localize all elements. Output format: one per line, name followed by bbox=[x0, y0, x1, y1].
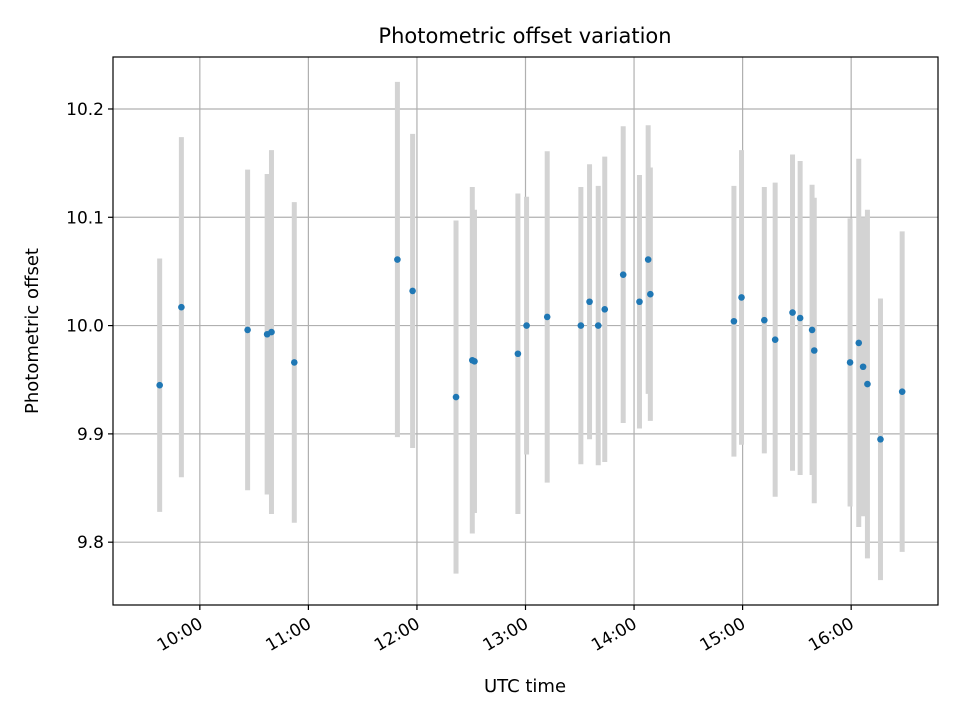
data-point bbox=[394, 256, 401, 263]
y-tick-label: 10.0 bbox=[66, 317, 104, 337]
data-point bbox=[796, 314, 804, 322]
data-point bbox=[601, 306, 609, 313]
y-axis-ticks: 9.8 9.9 10.0 10.1 10.2 bbox=[66, 100, 113, 553]
data-point bbox=[738, 294, 745, 301]
data-point bbox=[898, 388, 906, 395]
data-point bbox=[452, 393, 460, 401]
data-point bbox=[290, 359, 298, 366]
data-point bbox=[523, 322, 530, 329]
data-point bbox=[789, 309, 796, 316]
data-point bbox=[577, 322, 585, 329]
y-tick-label: 10.1 bbox=[66, 208, 104, 228]
data-point bbox=[855, 339, 863, 347]
data-point bbox=[156, 381, 163, 389]
data-point bbox=[471, 358, 478, 365]
chart-title: Photometric offset variation bbox=[378, 24, 671, 48]
data-point bbox=[644, 256, 652, 263]
data-point bbox=[761, 316, 768, 324]
data-point bbox=[771, 336, 779, 343]
data-point bbox=[636, 298, 643, 306]
data-point bbox=[409, 287, 416, 295]
data-point bbox=[859, 363, 867, 371]
data-point bbox=[730, 317, 738, 325]
data-point bbox=[268, 328, 275, 336]
data-point bbox=[647, 290, 654, 298]
x-axis-label: UTC time bbox=[484, 676, 566, 697]
y-tick-label: 9.9 bbox=[77, 425, 104, 445]
data-point bbox=[594, 322, 602, 329]
y-axis-label: Photometric offset bbox=[22, 248, 43, 414]
data-point bbox=[178, 303, 185, 311]
data-point bbox=[846, 359, 854, 366]
data-point bbox=[543, 313, 551, 321]
y-tick-label: 9.8 bbox=[77, 533, 104, 553]
data-point bbox=[244, 326, 251, 334]
data-point bbox=[619, 271, 627, 278]
y-tick-label: 10.2 bbox=[66, 100, 104, 120]
data-points bbox=[156, 256, 906, 443]
data-point bbox=[808, 326, 816, 334]
data-point bbox=[810, 347, 818, 354]
data-point bbox=[877, 436, 884, 443]
data-point bbox=[864, 380, 871, 388]
data-point bbox=[586, 298, 593, 306]
data-point bbox=[514, 350, 522, 358]
